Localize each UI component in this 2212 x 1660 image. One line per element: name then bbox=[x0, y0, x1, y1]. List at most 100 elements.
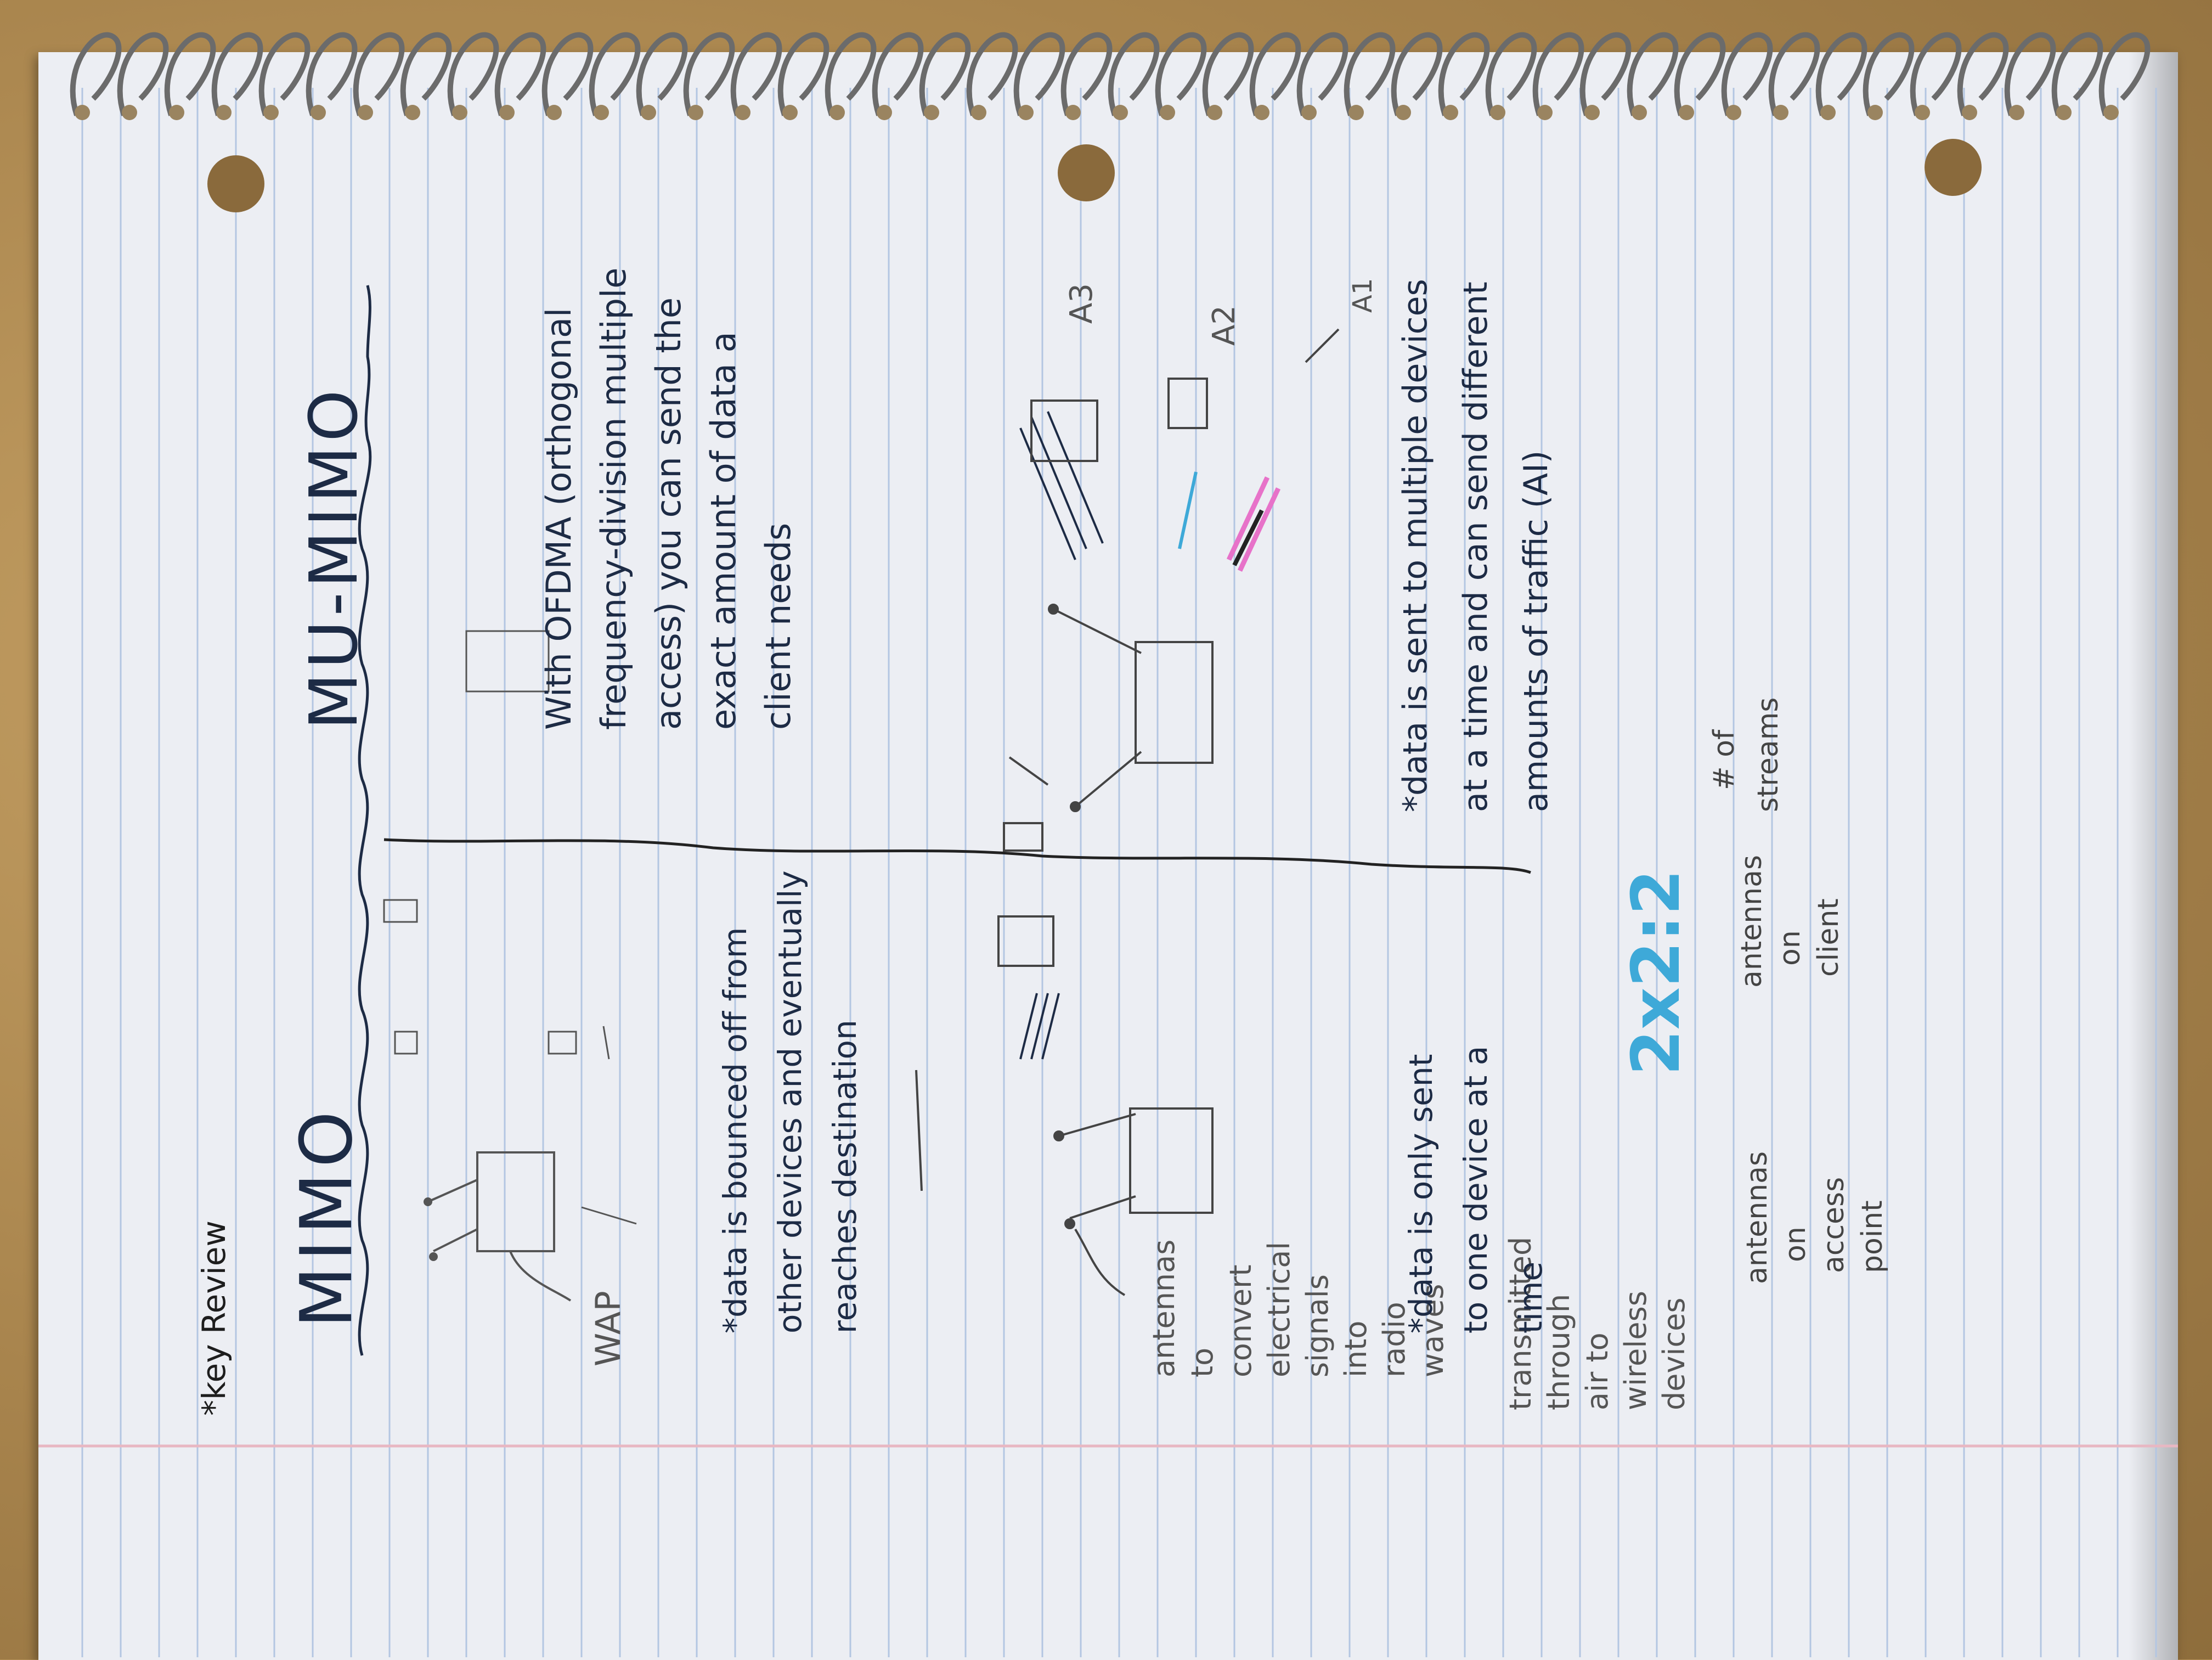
header-note: *key Review bbox=[195, 1220, 233, 1416]
spiral-coil bbox=[589, 32, 641, 116]
spiral-hole bbox=[1726, 105, 1741, 120]
spiral-hole bbox=[263, 105, 279, 120]
single-note-line: to one device at a bbox=[1457, 1046, 1494, 1333]
spiral-coil bbox=[1108, 32, 1160, 116]
spiral-coil bbox=[164, 32, 216, 116]
antenna-note-line: signals bbox=[1300, 1274, 1335, 1377]
spiral-coil bbox=[683, 32, 735, 116]
spiral-coil bbox=[730, 32, 782, 116]
title-wave bbox=[358, 285, 372, 1356]
transmit-note-line: through bbox=[1542, 1294, 1576, 1410]
spiral-coil bbox=[1438, 32, 1490, 116]
spiral-hole bbox=[1443, 105, 1458, 120]
wap-router-sketch bbox=[424, 1151, 572, 1302]
mumimo-router-diagram bbox=[1019, 328, 1340, 812]
spiral-hole bbox=[1396, 105, 1411, 120]
bounce-note-line: reaches destination bbox=[826, 1020, 864, 1333]
spiral-coil bbox=[636, 32, 688, 116]
spiral-hole bbox=[216, 105, 232, 120]
spiral-coil bbox=[1344, 32, 1396, 116]
single-note-line: *data is only sent bbox=[1402, 1054, 1440, 1333]
spiral-hole bbox=[75, 105, 90, 120]
antenna-note-line: convert bbox=[1223, 1264, 1258, 1377]
antenna-note-line: radio bbox=[1377, 1302, 1412, 1377]
spiral-coil bbox=[211, 32, 263, 116]
multi-note-line: *data is sent to multiple devices bbox=[1396, 279, 1435, 812]
dark-stroke bbox=[1232, 509, 1264, 566]
spiral-hole bbox=[1962, 105, 1977, 120]
ofdma-line: frequency-division multiple bbox=[594, 268, 634, 730]
multi-note-line: amounts of traffic (AI) bbox=[1517, 451, 1555, 812]
client-antennas-line: on bbox=[1774, 930, 1807, 966]
spiral-hole bbox=[1632, 105, 1647, 120]
spiral-coil bbox=[872, 32, 924, 116]
client-label-a3: A3 bbox=[1064, 283, 1099, 324]
spiral-hole bbox=[688, 105, 703, 120]
spiral-coil bbox=[1957, 32, 2009, 116]
spiral-hole bbox=[641, 105, 656, 120]
ap-antennas-note: antennas on access point bbox=[1741, 1151, 1889, 1284]
transmit-note: transmitted through air to wireless devi… bbox=[1503, 1237, 1691, 1410]
client-antennas-line: client bbox=[1812, 898, 1845, 977]
ofdma-note: With OFDMA (orthogonal frequency-divisio… bbox=[539, 268, 798, 730]
spiral-hole bbox=[1065, 105, 1081, 120]
spiral-coil bbox=[306, 32, 358, 116]
spiral-coil bbox=[1910, 32, 1962, 116]
antenna-note: antennas to convert electrical signals i… bbox=[1147, 1240, 1450, 1377]
spiral-coil bbox=[1485, 32, 1537, 116]
spiral-coil bbox=[541, 32, 594, 116]
spiral-coil bbox=[966, 32, 1018, 116]
spiral-coil bbox=[1721, 32, 1773, 116]
spiral-coil bbox=[825, 32, 877, 116]
page-edge-shadow bbox=[2129, 52, 2178, 1660]
spiral-hole bbox=[1018, 105, 1034, 120]
spiral-hole bbox=[971, 105, 986, 120]
spiral-coil bbox=[117, 32, 169, 116]
spiral-coil bbox=[1391, 32, 1443, 116]
spiral-coil bbox=[258, 32, 311, 116]
spiral-coil bbox=[353, 32, 405, 116]
spiral-hole bbox=[358, 105, 373, 120]
spiral-hole bbox=[1254, 105, 1269, 120]
spiral-hole bbox=[1207, 105, 1222, 120]
spiral-hole bbox=[782, 105, 798, 120]
spiral-hole bbox=[2009, 105, 2024, 120]
spiral-hole bbox=[1348, 105, 1364, 120]
spiral-hole bbox=[169, 105, 184, 120]
bounce-note-line: other devices and eventually bbox=[771, 870, 809, 1333]
single-device-note: *data is only sent to one device at a ti… bbox=[1402, 1046, 1549, 1333]
spiral-coil bbox=[2051, 32, 2103, 116]
multi-device-note: *data is sent to multiple devices at a t… bbox=[1396, 279, 1555, 812]
ruled-lines bbox=[81, 88, 2157, 1657]
blue-highlight-stroke bbox=[1178, 471, 1198, 549]
spiral-hole bbox=[877, 105, 892, 120]
spiral-hole bbox=[2056, 105, 2072, 120]
spiral-coil bbox=[1768, 32, 1820, 116]
spiral-hole bbox=[405, 105, 420, 120]
ofdma-line: client needs bbox=[758, 523, 798, 730]
spiral-hole bbox=[924, 105, 939, 120]
spiral-hole bbox=[1915, 105, 1930, 120]
spiral-coil bbox=[1627, 32, 1679, 116]
antenna-note-line: antennas bbox=[1147, 1240, 1181, 1377]
spiral-coil bbox=[1013, 32, 1065, 116]
spiral-coil bbox=[2004, 32, 2056, 116]
antenna-note-line: waves bbox=[1415, 1284, 1450, 1377]
notebook-page bbox=[38, 52, 2178, 1660]
spiral-hole bbox=[735, 105, 751, 120]
bounce-note: *data is bounced off from other devices … bbox=[716, 870, 864, 1333]
spiral-hole bbox=[1867, 105, 1883, 120]
spiral-coil bbox=[1155, 32, 1207, 116]
client-antennas-note: antennas on client bbox=[1735, 855, 1845, 988]
streams-note: # of streams bbox=[1708, 697, 1785, 812]
multi-note-line: at a time and can send different bbox=[1457, 282, 1495, 812]
spiral-hole bbox=[499, 105, 515, 120]
ratio-label: 2x2:2 bbox=[1618, 869, 1695, 1076]
spiral-hole bbox=[452, 105, 467, 120]
streams-line: streams bbox=[1752, 697, 1785, 812]
spiral-coil bbox=[1249, 32, 1301, 116]
spiral-coil bbox=[777, 32, 830, 116]
spiral-coil bbox=[1674, 32, 1726, 116]
spiral-coil bbox=[494, 32, 546, 116]
